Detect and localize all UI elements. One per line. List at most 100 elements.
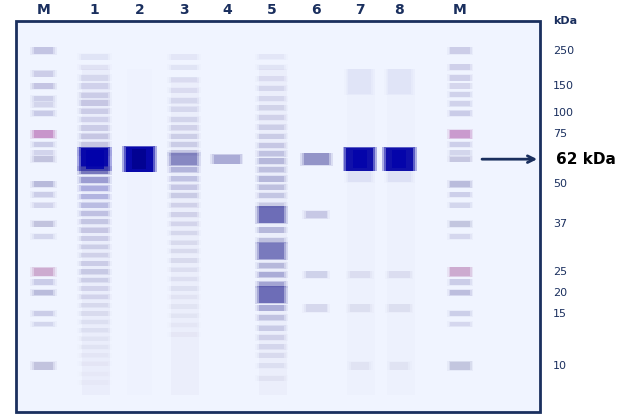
Bar: [259, 96, 284, 101]
Bar: [77, 380, 112, 385]
Bar: [30, 83, 57, 89]
Bar: [77, 147, 112, 171]
Bar: [167, 166, 201, 173]
Bar: [81, 278, 108, 283]
Bar: [449, 202, 472, 208]
Bar: [77, 83, 112, 90]
Bar: [449, 101, 472, 107]
Bar: [169, 54, 199, 60]
Bar: [167, 106, 201, 112]
Bar: [79, 253, 110, 257]
Bar: [449, 130, 472, 139]
Bar: [30, 321, 57, 327]
Bar: [171, 213, 197, 217]
Bar: [450, 311, 470, 316]
Bar: [81, 83, 108, 89]
Bar: [450, 322, 470, 326]
Bar: [306, 271, 327, 278]
Bar: [171, 142, 197, 147]
Bar: [390, 362, 408, 370]
Bar: [171, 54, 197, 60]
Bar: [167, 248, 201, 254]
Text: 5: 5: [266, 3, 277, 17]
Bar: [167, 221, 201, 227]
Bar: [81, 142, 108, 147]
Bar: [259, 143, 284, 148]
Bar: [77, 277, 112, 283]
Bar: [167, 184, 201, 190]
Bar: [255, 85, 288, 92]
Bar: [77, 219, 112, 225]
Bar: [81, 320, 108, 324]
Bar: [167, 240, 201, 245]
Bar: [32, 96, 55, 102]
Bar: [450, 64, 470, 70]
Bar: [255, 64, 288, 71]
Bar: [32, 150, 55, 156]
Bar: [81, 109, 108, 114]
Bar: [167, 322, 201, 328]
Bar: [171, 304, 197, 309]
Bar: [255, 114, 288, 121]
Bar: [447, 192, 473, 198]
Bar: [34, 221, 53, 227]
Bar: [79, 320, 110, 324]
Bar: [77, 244, 112, 250]
Bar: [346, 148, 373, 171]
Bar: [350, 271, 370, 278]
Bar: [447, 47, 473, 55]
Bar: [450, 75, 470, 81]
Bar: [34, 84, 53, 89]
Bar: [449, 220, 472, 227]
Bar: [171, 314, 197, 318]
Bar: [255, 237, 288, 244]
Bar: [449, 83, 472, 89]
Bar: [79, 278, 110, 283]
Text: 250: 250: [553, 46, 574, 56]
Bar: [259, 151, 284, 157]
Text: 7: 7: [355, 3, 365, 17]
Bar: [32, 71, 55, 77]
Bar: [255, 105, 288, 111]
Bar: [259, 344, 284, 349]
Bar: [167, 97, 201, 104]
Bar: [30, 191, 57, 198]
Bar: [348, 69, 371, 94]
Bar: [132, 149, 146, 169]
Bar: [167, 152, 201, 166]
Bar: [34, 290, 53, 295]
Bar: [169, 193, 199, 198]
Bar: [34, 83, 53, 89]
Bar: [171, 153, 197, 165]
Bar: [306, 304, 327, 312]
Bar: [259, 158, 284, 164]
Bar: [450, 84, 470, 89]
Bar: [169, 176, 199, 181]
Bar: [350, 304, 370, 312]
Bar: [127, 69, 152, 395]
Bar: [386, 69, 413, 94]
Bar: [32, 156, 55, 162]
Bar: [169, 65, 199, 70]
Bar: [450, 221, 470, 227]
Bar: [346, 271, 374, 279]
Text: 37: 37: [553, 219, 567, 229]
Bar: [167, 77, 201, 83]
Bar: [255, 166, 288, 173]
Bar: [169, 98, 199, 104]
Bar: [171, 77, 197, 82]
Bar: [387, 304, 412, 312]
Text: kDa: kDa: [553, 16, 577, 26]
Bar: [81, 202, 108, 207]
Bar: [171, 277, 197, 281]
Bar: [79, 83, 110, 89]
Bar: [124, 147, 155, 172]
Bar: [257, 286, 286, 303]
Bar: [214, 155, 240, 164]
Bar: [255, 158, 288, 165]
Bar: [79, 147, 110, 171]
Bar: [77, 319, 112, 325]
Bar: [79, 269, 110, 275]
Bar: [259, 134, 284, 139]
Bar: [32, 83, 55, 89]
